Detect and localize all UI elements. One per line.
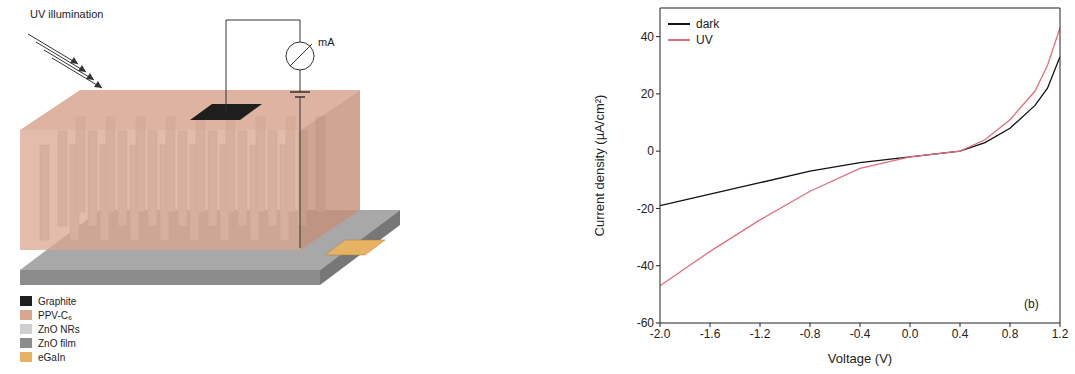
svg-text:mA: mA <box>318 36 335 48</box>
svg-text:Graphite: Graphite <box>38 296 77 307</box>
svg-text:eGaIn: eGaIn <box>38 352 65 363</box>
svg-text:ZnO film: ZnO film <box>38 338 76 349</box>
svg-text:-1.6: -1.6 <box>700 327 721 341</box>
svg-text:0.0: 0.0 <box>902 327 919 341</box>
svg-text:-40: -40 <box>637 259 655 273</box>
svg-text:1.2: 1.2 <box>1052 327 1069 341</box>
svg-text:-60: -60 <box>637 316 655 330</box>
svg-text:Voltage (V): Voltage (V) <box>828 351 892 366</box>
html-text:(b): (b) <box>1024 297 1039 311</box>
svg-text:0: 0 <box>647 144 654 158</box>
svg-text:UV illumination: UV illumination <box>30 8 103 20</box>
svg-text:20: 20 <box>641 87 655 101</box>
svg-text:40: 40 <box>641 30 655 44</box>
svg-text:-20: -20 <box>637 202 655 216</box>
svg-text:Current density (µA/cm²): Current density (µA/cm²) <box>592 95 607 237</box>
html-text:UV: UV <box>696 33 713 47</box>
svg-text:-1.2: -1.2 <box>750 327 771 341</box>
svg-text:-2.0: -2.0 <box>649 326 671 341</box>
svg-text:0.8: 0.8 <box>1002 327 1019 341</box>
svg-text:ZnO NRs: ZnO NRs <box>38 324 80 335</box>
html-text:dark: dark <box>696 17 720 31</box>
svg-text:0.4: 0.4 <box>952 327 969 341</box>
svg-text:-0.8: -0.8 <box>800 327 821 341</box>
svg-text:PPV-C₆: PPV-C₆ <box>38 310 72 321</box>
svg-text:-0.4: -0.4 <box>850 327 871 341</box>
